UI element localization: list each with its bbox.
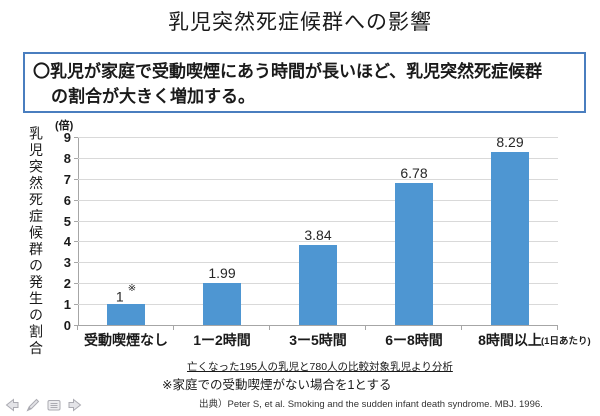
x-axis-category-label: 受動喫煙なし [84, 332, 168, 348]
next-slide-button[interactable] [67, 396, 84, 413]
arrow-left-icon [5, 397, 19, 412]
gridline [78, 241, 558, 243]
x-axis-tick [77, 326, 78, 330]
x-axis-category-label: 3ー5時間 [289, 332, 347, 348]
y-axis-tick [74, 241, 78, 243]
x-axis-category-label: 6ー8時間 [385, 332, 443, 348]
bar-value-label: 6.78 [366, 164, 462, 182]
pen-tool-button[interactable] [25, 396, 42, 413]
previous-slide-button[interactable] [4, 396, 21, 413]
gridline [78, 157, 558, 159]
arrow-right-icon [68, 397, 82, 412]
y-axis-tick-label: 4 [63, 234, 71, 250]
pen-icon [26, 398, 40, 412]
summary-box: 〇乳児が家庭で受動喫煙にあう時間が長いほど、乳児突然死症候群 の割合が大きく増加… [23, 52, 586, 113]
x-axis-tick [557, 326, 558, 330]
y-axis-tick-label: 1 [63, 297, 71, 313]
bar-value: 1.99 [208, 265, 236, 282]
bar-value: 6.78 [400, 165, 428, 182]
source-citation: 出典）Peter S, et al. Smoking and the sudde… [199, 399, 543, 410]
y-axis-tick [74, 283, 78, 285]
bar-value-label: 1.99 [174, 264, 270, 282]
y-axis-tick [74, 178, 78, 180]
slideshow-toolbar [4, 396, 84, 413]
bar [107, 304, 145, 325]
y-axis-line [78, 138, 79, 326]
y-axis-tick [74, 157, 78, 159]
y-axis-unit-label: (倍) [55, 120, 74, 132]
y-axis-tick [74, 262, 78, 264]
bar-value-label: 3.84 [270, 226, 366, 244]
page-title: 乳児突然死症候群への影響 [168, 11, 432, 34]
y-axis-tick [74, 137, 78, 138]
y-axis-tick [74, 199, 78, 201]
y-axis-tick-label: 9 [63, 130, 71, 145]
x-axis-unit-label: (1日あたり) [541, 336, 591, 347]
gridline [78, 137, 558, 138]
y-axis-tick-label: 5 [63, 213, 71, 229]
slide-menu-icon [47, 399, 61, 410]
baseline-note: ※家庭での受動喫煙がない場合を1とする [162, 378, 392, 392]
bar-value-label: 8.29 [462, 133, 558, 151]
bar-value: 1 [115, 288, 124, 305]
bar [203, 283, 241, 325]
x-axis-line [78, 325, 558, 326]
x-axis-tick [461, 326, 462, 330]
y-axis-tick-label: 7 [63, 171, 71, 187]
bar [299, 244, 337, 325]
x-axis-tick [173, 326, 174, 330]
bar-value: 3.84 [304, 226, 332, 243]
bar [395, 183, 433, 325]
gridline [78, 199, 558, 201]
summary-line-2: の割合が大きく増加する。 [51, 87, 255, 106]
plot-area: 1※ 1.99 3.84 6.78 8.29 [74, 134, 558, 330]
analysis-note: 亡くなった195人の乳児と780人の比較対象乳児より分析 [187, 361, 453, 373]
note-mark: ※ [127, 283, 137, 295]
gridline [78, 178, 558, 180]
y-axis-tick-label: 6 [63, 192, 71, 208]
y-axis-title: 乳児突然死症候群の発生の割合 [28, 126, 44, 357]
y-axis-tick [74, 220, 78, 222]
y-axis-tick-label: 0 [63, 318, 71, 333]
gridline [78, 220, 558, 222]
x-axis-tick [269, 326, 270, 330]
y-axis-tick-labels: 0 1 2 3 4 5 6 7 8 9 [46, 130, 71, 333]
x-axis-category-label: 1ー2時間 [193, 332, 251, 348]
x-axis-labels: 受動喫煙なし 1ー2時間 3ー5時間 6ー8時間 8時間以上 [78, 330, 558, 350]
y-axis-tick-label: 2 [63, 276, 71, 292]
bar-value-label: 1※ [78, 283, 174, 305]
summary-line-1: 〇乳児が家庭で受動喫煙にあう時間が長いほど、乳児突然死症候群 [33, 62, 543, 81]
x-axis-tick [365, 326, 366, 330]
bar [491, 151, 529, 325]
slide-menu-button[interactable] [46, 396, 63, 413]
y-axis-tick [74, 325, 78, 326]
x-axis-category-label: 8時間以上 [478, 332, 542, 348]
y-axis-tick-label: 8 [63, 150, 71, 166]
y-axis-tick [74, 304, 78, 306]
y-axis-tick-label: 3 [63, 255, 71, 271]
bar-value: 8.29 [496, 133, 524, 150]
